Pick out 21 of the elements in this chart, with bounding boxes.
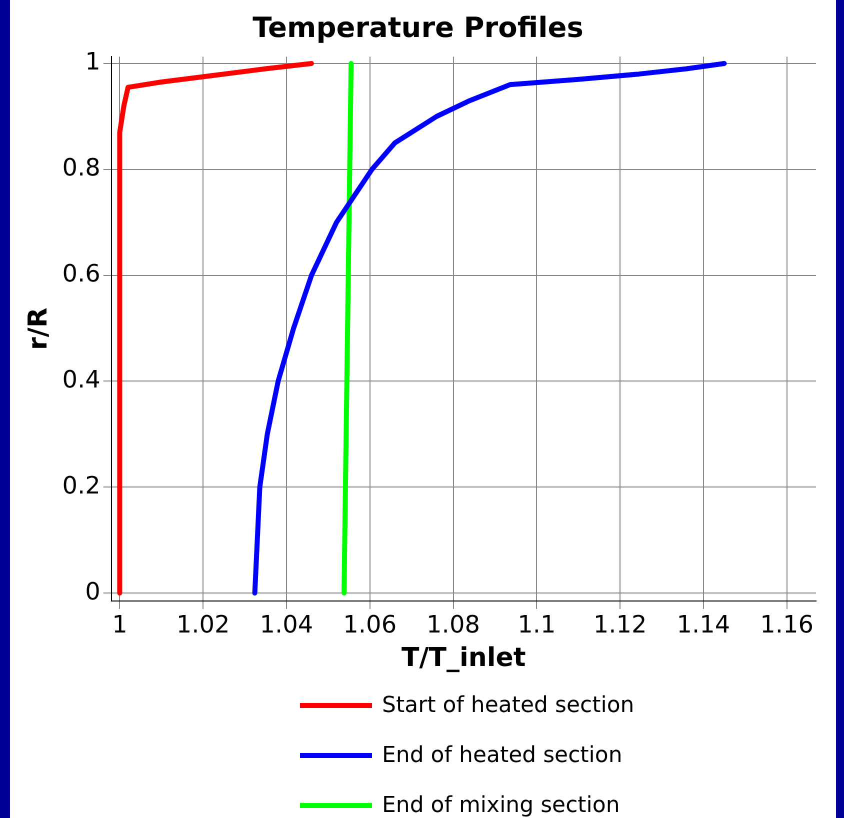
x-tick-label: 1: [112, 610, 128, 639]
x-axis-title: T/T_inlet: [401, 643, 526, 674]
y-tick-label: 0.6: [62, 260, 100, 288]
x-tick-label: 1.16: [760, 610, 814, 639]
y-axis-title: r/R: [23, 308, 54, 350]
y-tick-label: 0.4: [62, 365, 100, 394]
x-tick-label: 1.02: [176, 610, 230, 639]
y-tick-label: 0: [85, 577, 100, 606]
x-tick-label: 1.08: [426, 610, 480, 639]
x-tick-label: 1.06: [343, 610, 397, 639]
x-tick-label: 1.14: [676, 610, 730, 639]
chart-title: Temperature Profiles: [252, 11, 584, 44]
legend-label: End of mixing section: [382, 792, 620, 818]
legend-label: Start of heated section: [382, 692, 634, 718]
x-tick-label: 1.1: [518, 610, 556, 639]
x-tick-label: 1.04: [260, 610, 314, 639]
legend-label: End of heated section: [382, 742, 622, 768]
y-tick-label: 0.8: [62, 154, 100, 182]
y-tick-label: 0.2: [62, 471, 100, 500]
x-tick-label: 1.12: [593, 610, 647, 639]
y-tick-label: 1: [85, 48, 100, 76]
